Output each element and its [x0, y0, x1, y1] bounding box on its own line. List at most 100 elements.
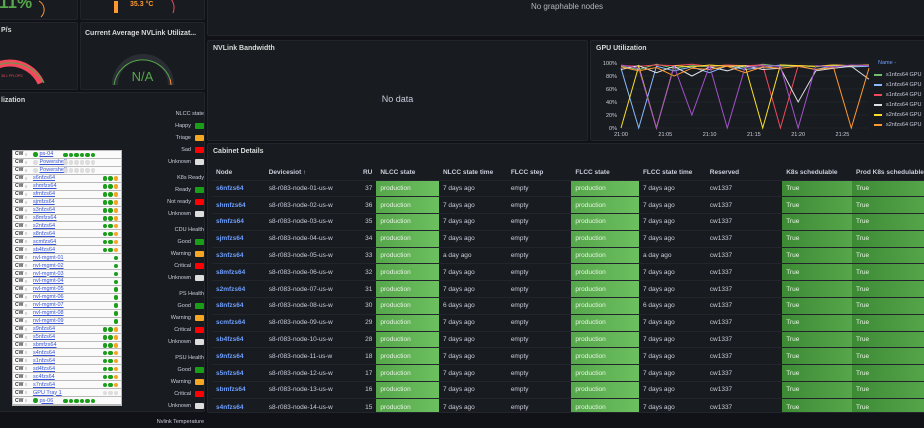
legend-item[interactable]: s2nfzs64 GPU: [874, 120, 921, 130]
rack-item[interactable]: CW ≡ s7nfzs64: [13, 381, 121, 390]
rack-item-link[interactable]: s4nfzs64: [33, 349, 56, 356]
node-link[interactable]: s8nfzs64: [212, 297, 265, 315]
x-tick-label: 21:00: [614, 132, 628, 138]
rack-item[interactable]: CW ≡ s5nfzs64: [13, 333, 121, 342]
rack-item[interactable]: CW ≡ nvl-mgmt-03: [13, 270, 121, 278]
rack-item[interactable]: CW ≡ sc4fzs64: [13, 373, 121, 382]
rack-item[interactable]: CW ≡ s2nfzs64: [13, 222, 121, 231]
column-header[interactable]: NLCC state time: [442, 169, 494, 177]
column-header[interactable]: Reserved: [709, 169, 740, 177]
rack-item[interactable]: CW ≡ nvl-mgmt-05: [13, 285, 121, 294]
node-link[interactable]: s4nfzs64: [212, 397, 265, 412]
column-header[interactable]: FLCC state: [575, 169, 610, 177]
rack-item[interactable]: CW ≡ nvl-mgmt-06: [13, 293, 121, 302]
rack-item[interactable]: CW ≡ ps-04: [13, 151, 121, 159]
rack-item-link[interactable]: sfmfzs64: [33, 191, 56, 198]
rack-item[interactable]: CW ≡ s9nfzs64: [13, 325, 121, 334]
rack-item-link[interactable]: sjmfzs64: [33, 199, 55, 206]
rack-item[interactable]: CW ≡ scmfzs64: [13, 238, 121, 247]
node-link[interactable]: shmfzs64: [212, 196, 265, 214]
rack-item-link[interactable]: scmfzs64: [33, 238, 57, 245]
rack-item-link[interactable]: nvl-mgmt-08: [33, 310, 64, 317]
node-link[interactable]: sfmfzs64: [212, 213, 265, 231]
rack-item-link[interactable]: ps-06: [39, 397, 54, 404]
rack-item-link[interactable]: s8mfzs64: [33, 214, 57, 221]
rack-item[interactable]: CW ≡ nvl-mgmt-04: [13, 278, 121, 286]
rack-item-link[interactable]: nvl-mgmt-09: [33, 318, 64, 325]
rack-item[interactable]: CW ≡ nvl-mgmt-01: [13, 254, 121, 263]
rack-item[interactable]: CW ≡ nvl-mgmt-09: [13, 317, 121, 326]
legend-item[interactable]: s1nfzs64 GPU: [874, 70, 921, 80]
legend-item: Warning: [150, 376, 204, 388]
rack-item[interactable]: CW ≡ sb4fzs64: [13, 246, 121, 255]
rack-item-link[interactable]: sbmfzs64: [33, 341, 57, 348]
rack-item-link[interactable]: s6nfzs64: [33, 175, 56, 182]
column-header[interactable]: Devicesiot ↑: [268, 169, 307, 177]
column-header[interactable]: [760, 166, 782, 180]
rack-item-link[interactable]: nvl-mgmt-04: [33, 278, 64, 285]
node-link[interactable]: scmfzs64: [212, 313, 265, 332]
rack-item-link[interactable]: GPU Tray 1: [33, 389, 62, 396]
rack-item[interactable]: CW ≡ GPU Tray 1: [13, 389, 121, 398]
rack-item[interactable]: CW ≡ s6nfzs64: [13, 174, 121, 183]
rack-item[interactable]: CW ≡ s3nfzs64: [13, 206, 121, 215]
legend-item[interactable]: s1nfzs64 GPU: [874, 100, 921, 110]
rack-item-link[interactable]: shmfzs64: [33, 183, 57, 190]
health-dot: [68, 160, 73, 165]
rack-item-link[interactable]: sd4fzs64: [33, 365, 56, 372]
rack-item[interactable]: CW ≡ s4nfzs64: [13, 349, 121, 358]
rack-item-link[interactable]: s8nfzs64: [33, 230, 56, 237]
rack-item[interactable]: CW ≡ s8mfzs64: [13, 214, 121, 223]
rack-item-link[interactable]: nvl-mgmt-07: [33, 302, 64, 309]
rack-item-link[interactable]: sb4fzs64: [33, 246, 56, 253]
legend-swatch: [195, 187, 204, 193]
rack-item-link[interactable]: s1nfzs64: [33, 357, 56, 364]
rack-item[interactable]: CW ≡ nvl-mgmt-08: [13, 309, 121, 318]
rack-item[interactable]: CW ≡ s8nfzs64: [13, 230, 121, 239]
rack-item-link[interactable]: Powershelf: [39, 159, 67, 166]
node-link[interactable]: s5nfzs64: [212, 364, 265, 382]
column-header[interactable]: FLCC state time: [642, 169, 693, 177]
node-link[interactable]: sb4fzs64: [212, 330, 265, 348]
node-link[interactable]: sbmfzs64: [212, 381, 265, 399]
node-link[interactable]: s9nfzs64: [212, 347, 265, 365]
column-header[interactable]: FLCC step: [510, 169, 544, 177]
rack-item-link[interactable]: s5nfzs64: [33, 334, 56, 341]
node-link[interactable]: s2mfzs64: [212, 280, 265, 298]
legend-item[interactable]: s2nfzs64 GPU: [874, 110, 921, 120]
rack-item-link[interactable]: s3nfzs64: [33, 207, 56, 214]
legend-item[interactable]: s1nfzs64 GPU: [874, 80, 921, 90]
rack-item-link[interactable]: nvl-mgmt-03: [33, 270, 64, 277]
rack-item[interactable]: CW ≡ shmfzs64: [13, 182, 121, 191]
rack-item-link[interactable]: s2nfzs64: [33, 222, 56, 229]
column-header[interactable]: Node: [216, 169, 233, 177]
rack-item[interactable]: CW ≡ nvl-mgmt-07: [13, 301, 121, 310]
rack-item[interactable]: CW ≡ nvl-mgmt-02: [13, 262, 121, 271]
column-header[interactable]: Prod K8s schedulable: [856, 169, 924, 177]
rack-item-link[interactable]: Powershelf: [39, 167, 67, 174]
node-link[interactable]: s6nfzs64: [212, 179, 265, 197]
node-link[interactable]: sjmfzs64: [212, 229, 265, 248]
rack-item-link[interactable]: sc4fzs64: [33, 373, 55, 380]
column-header[interactable]: RU: [362, 169, 373, 177]
rack-item-link[interactable]: nvl-mgmt-05: [33, 286, 64, 293]
rack-item[interactable]: CW ≡ s1nfzs64: [13, 357, 121, 366]
rack-item[interactable]: CW ≡ sbmfzs64: [13, 341, 121, 350]
rack-item[interactable]: CW ≡ sfmfzs64: [13, 190, 121, 199]
rack-item-link[interactable]: s9nfzs64: [33, 326, 56, 333]
rack-item[interactable]: CW ≡ Powershelf: [13, 158, 121, 167]
legend-header[interactable]: Name -: [878, 60, 897, 66]
node-link[interactable]: s8mfzs64: [212, 263, 265, 281]
column-header[interactable]: NLCC state: [380, 169, 416, 177]
rack-item-link[interactable]: nvl-mgmt-02: [33, 262, 64, 269]
rack-item-link[interactable]: nvl-mgmt-06: [33, 294, 64, 301]
rack-item-link[interactable]: s7nfzs64: [33, 381, 56, 388]
column-header[interactable]: K8s schedulable: [786, 169, 838, 177]
rack-item-link[interactable]: ps-04: [39, 151, 54, 158]
node-link[interactable]: s3nfzs64: [212, 246, 265, 264]
rack-item-link[interactable]: nvl-mgmt-01: [33, 254, 64, 261]
rack-item[interactable]: CW ≡ Powershelf: [13, 166, 121, 175]
legend-item[interactable]: s1nfzs64 GPU: [874, 90, 921, 100]
rack-item[interactable]: CW ≡ sd4fzs64: [13, 365, 121, 374]
rack-item[interactable]: CW ≡ sjmfzs64: [13, 198, 121, 207]
